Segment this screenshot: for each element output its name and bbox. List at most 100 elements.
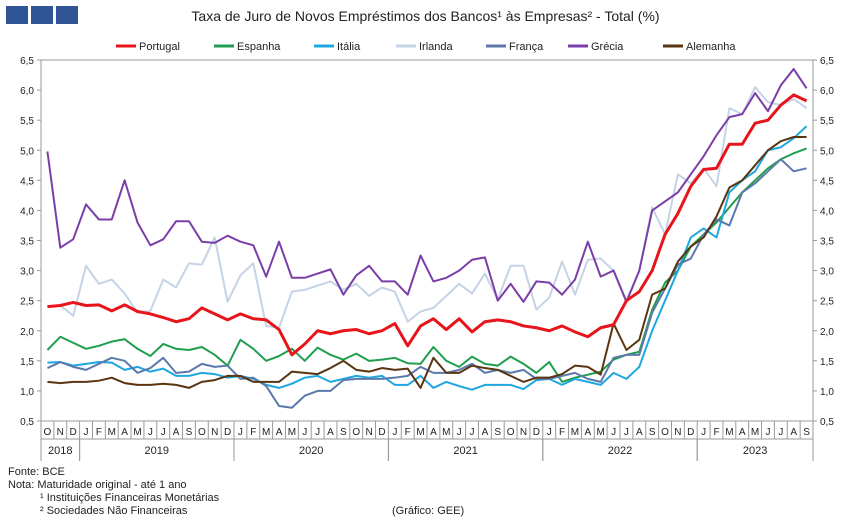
y-tick-label-left: 5,0 (20, 146, 34, 157)
x-tick-label: N (57, 427, 64, 438)
x-tick-label: M (288, 427, 296, 438)
x-tick-label: A (739, 427, 746, 438)
x-tick-label: D (224, 427, 231, 438)
legend-label: Espanha (237, 41, 281, 53)
x-tick-label: F (559, 427, 565, 438)
x-tick-label: S (340, 427, 347, 438)
chart-title: Taxa de Juro de Novos Empréstimos dos Ba… (191, 8, 660, 24)
year-label: 2020 (299, 445, 323, 457)
x-tick-label: A (173, 427, 180, 438)
series-line (47, 136, 807, 389)
x-tick-label: S (649, 427, 656, 438)
x-tick-label: S (186, 427, 193, 438)
y-tick-label-left: 4,5 (20, 176, 34, 187)
maturity-note: Nota: Maturidade original - até 1 ano (8, 479, 187, 491)
gee-logo (6, 6, 78, 24)
y-tick-label-left: 0,5 (20, 417, 34, 428)
y-tick-label-left: 2,5 (20, 297, 34, 308)
x-tick-label: M (751, 427, 759, 438)
series-line (46, 68, 808, 303)
x-tick-label: N (365, 427, 372, 438)
year-label: 2023 (743, 445, 767, 457)
y-tick-label-right: 5,0 (820, 146, 834, 157)
x-tick-label: A (276, 427, 283, 438)
series-line (47, 86, 808, 329)
legend-label: Irlanda (419, 41, 454, 53)
year-label: 2019 (145, 445, 169, 457)
y-tick-label-right: 3,0 (820, 267, 834, 278)
y-tick-label-right: 3,5 (820, 237, 834, 248)
series-line (47, 158, 807, 409)
y-tick-label-left: 5,5 (20, 116, 34, 127)
x-tick-label: O (44, 427, 52, 438)
x-tick-label: D (687, 427, 694, 438)
x-tick-label: J (457, 427, 462, 438)
x-tick-label: M (597, 427, 605, 438)
x-tick-label: O (352, 427, 360, 438)
footnote-1: ¹ Instituições Financeiras Monetárias (40, 492, 220, 504)
x-tick-label: J (392, 427, 397, 438)
y-tick-label-right: 1,5 (820, 357, 834, 368)
x-tick-label: J (765, 427, 770, 438)
x-tick-label: J (238, 427, 243, 438)
series-line (47, 93, 808, 357)
x-tick-label: A (121, 427, 128, 438)
y-tick-label-right: 4,5 (820, 176, 834, 187)
x-tick-label: S (494, 427, 501, 438)
x-tick-label: M (442, 427, 450, 438)
x-tick-label: O (661, 427, 669, 438)
year-label: 2022 (608, 445, 632, 457)
x-tick-label: A (482, 427, 489, 438)
y-tick-label-right: 6,5 (820, 56, 834, 67)
x-tick-label: N (520, 427, 527, 438)
x-tick-label: A (584, 427, 591, 438)
x-tick-label: J (302, 427, 307, 438)
x-tick-label: M (133, 427, 141, 438)
source-note: Fonte: BCE (8, 466, 65, 478)
y-tick-label-left: 1,0 (20, 387, 34, 398)
x-tick-label: J (547, 427, 552, 438)
y-tick-label-left: 2,0 (20, 327, 34, 338)
legend-label: França (509, 41, 544, 53)
x-tick-label: N (211, 427, 218, 438)
y-tick-label-right: 2,5 (820, 297, 834, 308)
x-tick-label: A (636, 427, 643, 438)
x-tick-label: F (250, 427, 256, 438)
logo-block (31, 6, 53, 24)
x-tick-label: M (262, 427, 270, 438)
legend-label: Itália (337, 41, 361, 53)
x-tick-label: J (84, 427, 89, 438)
x-tick-label: M (725, 427, 733, 438)
x-tick-label: J (315, 427, 320, 438)
logo-block (6, 6, 28, 24)
year-label: 2018 (48, 445, 72, 457)
y-tick-label-right: 5,5 (820, 116, 834, 127)
series-line (47, 125, 808, 391)
x-tick-label: J (778, 427, 783, 438)
footnote-2: ² Sociedades Não Financeiras (40, 505, 188, 517)
x-tick-label: M (108, 427, 116, 438)
x-tick-label: J (470, 427, 475, 438)
x-tick-label: F (96, 427, 102, 438)
x-tick-label: F (713, 427, 719, 438)
x-tick-label: D (378, 427, 385, 438)
y-tick-label-right: 0,5 (820, 417, 834, 428)
x-tick-label: J (701, 427, 706, 438)
y-tick-label-right: 4,0 (820, 206, 834, 217)
chart-credit: (Gráfico: GEE) (392, 505, 465, 517)
x-tick-label: J (161, 427, 166, 438)
x-tick-label: O (507, 427, 515, 438)
x-tick-label: M (571, 427, 579, 438)
y-tick-label-right: 2,0 (820, 327, 834, 338)
x-tick-label: A (327, 427, 334, 438)
y-tick-label-right: 1,0 (820, 387, 834, 398)
x-tick-label: J (624, 427, 629, 438)
x-tick-label: N (674, 427, 681, 438)
y-tick-label-left: 6,5 (20, 56, 34, 67)
x-tick-label: A (430, 427, 437, 438)
x-tick-label: F (405, 427, 411, 438)
y-tick-label-left: 1,5 (20, 357, 34, 368)
logo-block (56, 6, 78, 24)
x-tick-label: A (790, 427, 797, 438)
